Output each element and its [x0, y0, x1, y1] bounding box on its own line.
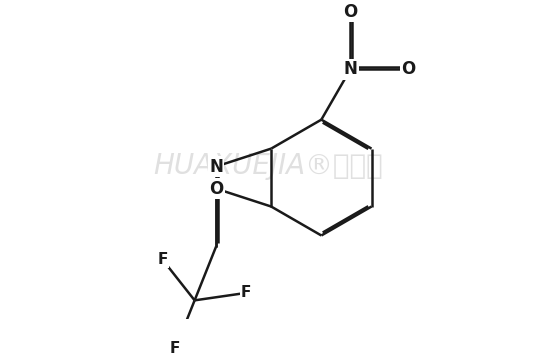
Text: N: N [344, 61, 358, 78]
Text: F: F [157, 252, 168, 267]
Text: HUAXUEJIA®化学加: HUAXUEJIA®化学加 [153, 152, 383, 180]
Text: O: O [343, 2, 358, 21]
Text: F: F [170, 341, 181, 356]
Text: O: O [401, 61, 415, 78]
Text: O: O [209, 180, 223, 198]
Text: F: F [241, 286, 251, 300]
Text: N: N [209, 157, 223, 176]
